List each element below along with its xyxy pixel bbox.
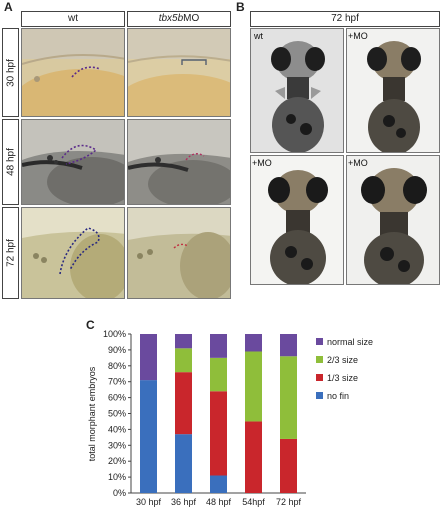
y-tick-label: 50% xyxy=(108,409,126,419)
larva-label-mo-2: +MO xyxy=(252,158,272,168)
column-header-wt: wt xyxy=(21,11,125,27)
y-tick-label: 70% xyxy=(108,377,126,387)
row-label-72hpf: 72 hpf xyxy=(2,207,19,299)
micrograph-mo-30hpf xyxy=(127,28,231,117)
panel-b-header: 72 hpf xyxy=(250,11,440,27)
bar-segment xyxy=(175,372,192,435)
legend-label: normal size xyxy=(327,337,373,347)
y-tick-label: 100% xyxy=(103,329,126,339)
legend-swatch xyxy=(316,392,323,399)
bar-segment xyxy=(175,334,192,349)
y-tick-label: 80% xyxy=(108,361,126,371)
larva-label-mo-3: +MO xyxy=(348,158,368,168)
bar-segment xyxy=(210,357,227,392)
y-axis-label: total morphant embryos xyxy=(87,366,97,461)
y-tick-label: 20% xyxy=(108,456,126,466)
y-tick-label: 0% xyxy=(113,488,126,498)
micrograph-mo-72hpf xyxy=(127,207,231,299)
column-header-morphant: tbx5bMO xyxy=(127,11,231,27)
bar-segment xyxy=(280,334,297,357)
larva-mo-1 xyxy=(346,28,440,153)
panel-a-letter: A xyxy=(4,0,13,14)
column-header-gene: tbx5b xyxy=(158,13,184,24)
bar-segment xyxy=(210,475,227,493)
bar-segment xyxy=(280,356,297,439)
bar-segment xyxy=(210,391,227,476)
bar-segment xyxy=(140,334,157,381)
x-tick-label: 36 hpf xyxy=(171,497,197,507)
column-header-wt-text: wt xyxy=(68,13,78,24)
bar-segment xyxy=(245,334,262,352)
bar-segment xyxy=(210,334,227,358)
y-tick-label: 30% xyxy=(108,440,126,450)
micrograph-wt-30hpf xyxy=(21,28,125,117)
y-tick-label: 60% xyxy=(108,393,126,403)
legend-swatch xyxy=(316,338,323,345)
fin-outline-dashed xyxy=(61,144,98,165)
x-tick-label: 30 hpf xyxy=(136,497,162,507)
larva-mo-2 xyxy=(250,155,344,285)
micrograph-wt-48hpf xyxy=(21,119,125,205)
column-header-suffix: MO xyxy=(183,13,200,24)
bar-segment xyxy=(280,438,297,493)
bar-segment xyxy=(175,434,192,493)
y-tick-label: 90% xyxy=(108,345,126,355)
larva-label-wt: wt xyxy=(254,31,263,41)
larva-wt xyxy=(250,28,344,153)
micrograph-wt-72hpf xyxy=(21,207,125,299)
larva-label-mo-1: +MO xyxy=(348,31,368,41)
legend-label: 1/3 size xyxy=(327,373,358,383)
x-tick-label: 54hpf xyxy=(242,497,265,507)
legend-label: no fin xyxy=(327,391,349,401)
fin-outline-dashed xyxy=(71,66,101,78)
micrograph-mo-48hpf xyxy=(127,119,231,205)
panel-b-header-text: 72 hpf xyxy=(331,13,359,24)
x-tick-label: 72 hpf xyxy=(276,497,302,507)
legend-swatch xyxy=(316,356,323,363)
y-tick-label: 40% xyxy=(108,424,126,434)
row-label-48hpf: 48 hpf xyxy=(2,119,19,205)
fin-bracket xyxy=(181,59,207,65)
y-tick-label: 10% xyxy=(108,472,126,482)
fin-outline-dashed xyxy=(173,243,189,249)
fin-outline-dashed xyxy=(185,153,205,161)
panel-c-letter: C xyxy=(86,318,95,332)
larva-mo-3 xyxy=(346,155,440,285)
legend-label: 2/3 size xyxy=(327,355,358,365)
x-tick-label: 48 hpf xyxy=(206,497,232,507)
row-label-30hpf: 30 hpf xyxy=(2,28,19,117)
legend-swatch xyxy=(316,374,323,381)
bar-segment xyxy=(245,351,262,422)
bar-segment xyxy=(175,348,192,373)
bar-segment xyxy=(140,380,157,493)
bar-segment xyxy=(245,421,262,493)
panel-b-letter: B xyxy=(236,0,245,14)
